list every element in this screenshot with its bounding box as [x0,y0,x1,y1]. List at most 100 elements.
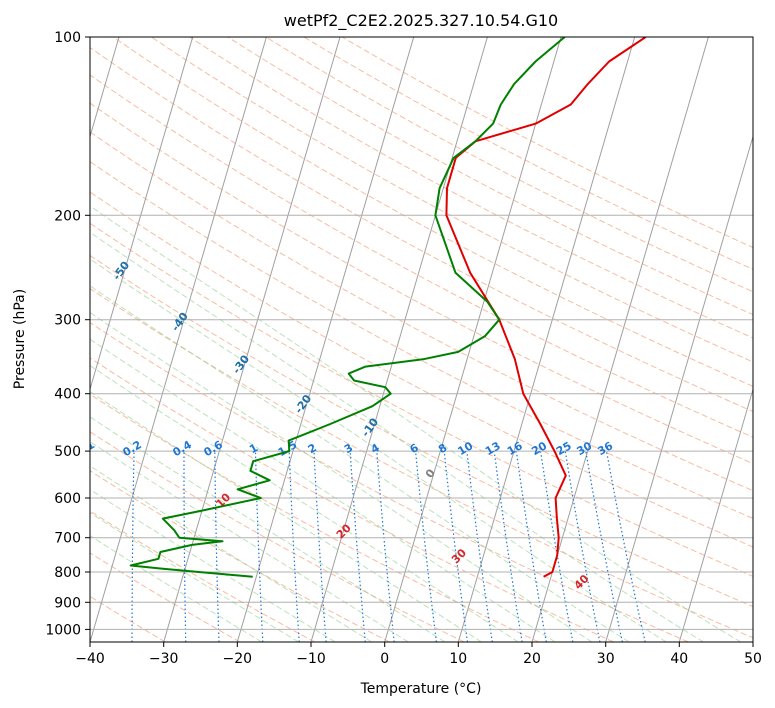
isotherm-line [90,37,267,642]
moist-adiabat-line [90,390,482,642]
mixing-ratio-label: 13 [483,439,503,458]
mixing-ratio-line [254,451,264,642]
isotherm-line [310,37,488,642]
moist-adiabat-line [90,416,446,642]
isotherm-line [531,37,709,642]
moist-adiabat-line [90,205,742,642]
y-tick-label: 200 [54,208,81,224]
dry-adiabat-line [90,131,753,492]
mixing-ratio-label: 0.2 [121,438,144,459]
y-tick-label: 800 [54,565,81,581]
x-tick-label: 0 [380,651,389,667]
mixing-ratio-line [131,451,135,642]
isotherm-line [605,134,753,642]
y-tick-label: 700 [54,531,81,547]
dry-adiabat-line [341,37,753,249]
x-tick-label: −10 [296,651,326,667]
mixing-ratio-line [515,451,547,642]
moist-adiabat-line [90,512,299,642]
y-axis-label: Pressure (hPa) [12,289,28,389]
dry-adiabat-line [90,470,390,642]
dry-adiabat-line [265,37,753,293]
isotherm-line [236,37,415,642]
moist-adiabat-line [90,311,593,642]
mixing-ratio-label: 3 [342,441,355,456]
isotherm-line [163,37,341,642]
isotherm-line [90,37,194,392]
x-tick-label: −20 [223,651,253,667]
dewpoint-trace [129,37,566,578]
dry-adiabat-line [90,46,753,413]
mixing-ratio-line [564,451,601,642]
dry-adiabat-line [90,552,241,642]
mixing-ratio-label: 8 [436,441,449,456]
mixing-ratio-label: 4 [369,441,382,456]
plot-frame [89,36,754,643]
mixing-ratio-label: 30 [575,439,595,458]
moist-adiabat-line [90,258,667,642]
mixing-ratio-line [349,451,366,642]
moist-adiabat-line [90,285,630,642]
isotherm-label: 0 [423,466,438,480]
moist-adiabat-line [90,231,704,642]
dry-adiabat-line [112,37,753,387]
mixing-ratio-label: 16 [505,439,525,458]
moist-adiabat-line [90,465,373,642]
x-tick-label: 20 [523,651,541,667]
dry-adiabat-line [90,254,753,608]
x-tick-label: 50 [744,651,762,667]
isotherm-line [384,37,562,642]
mixing-ratio-label: 0.6 [201,438,225,459]
y-tick-label: 500 [54,444,81,460]
mixing-ratio-line [443,451,469,642]
dry-adiabat-line [90,74,753,438]
x-tick-label: 40 [670,651,688,667]
y-tick-label: 400 [54,387,81,403]
temperature-trace [445,37,647,578]
pressure-gridlines [90,36,753,630]
dry-adiabat-line [90,287,753,639]
y-tick-label: 1000 [45,622,81,638]
isotherm-line [457,37,636,642]
dry-adiabat-line [90,102,753,465]
y-tick-label: 100 [54,30,81,46]
dry-adiabat-line [90,222,753,577]
x-axis-label: Temperature (°C) [360,681,482,697]
y-axis-ticks: 100 200 300 400 500 600 700 800 900 1000 [45,30,90,638]
isotherm-label: -20 [292,392,314,416]
sounding-traces [129,37,647,578]
x-tick-label: −30 [149,651,179,667]
isotherm-label: -30 [230,352,252,376]
dry-adiabat-line [90,322,689,642]
mixing-ratio-line [313,451,327,642]
mixing-ratio-line [540,451,574,642]
dry-adiabat-label: 40 [572,572,592,592]
y-tick-label: 900 [54,595,81,611]
mixing-ratio-label: 6 [408,441,421,456]
mixing-ratio-line [585,450,623,642]
y-tick-label: 300 [54,313,81,329]
mixing-ratio-line [82,451,87,642]
mixing-ratio-label: 2 [306,441,319,456]
dry-adiabat-line [189,37,753,339]
chart-title: wetPf2_C2E2.2025.327.10.54.G10 [284,11,558,31]
background-lines [82,37,753,642]
y-tick-label: 600 [54,491,81,507]
dry-adiabat-label: 30 [449,546,469,566]
moist-adiabat-line [90,441,409,642]
dry-adiabat-line [90,191,753,548]
isotherm-label: -50 [110,259,132,283]
mixing-ratio-label: 0.1 [74,438,97,459]
mixing-ratio-line [415,451,437,642]
line-labels: 0.10.20.40.611.52346810131620253036-100-… [74,259,615,593]
mixing-ratio-label: 0.4 [171,438,195,459]
dry-adiabat-line [90,510,315,642]
mixing-ratio-label: 10 [456,439,476,458]
x-tick-label: −40 [75,651,105,667]
dry-adiabat-line [227,37,753,316]
isotherm-label: -40 [169,310,191,334]
moist-adiabat-line [90,535,263,642]
dry-adiabat-line [303,37,753,270]
moist-adiabat-line [90,338,556,642]
